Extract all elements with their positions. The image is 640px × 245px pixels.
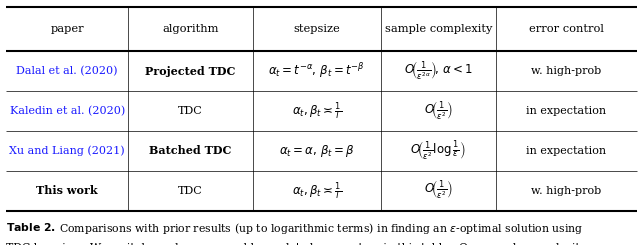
Text: $O\!\left(\frac{1}{\varepsilon^{2}}\right)$: $O\!\left(\frac{1}{\varepsilon^{2}}\righ… [424, 100, 453, 123]
Text: Xu and Liang (2021): Xu and Liang (2021) [10, 146, 125, 156]
Text: Dalal et al. (2020): Dalal et al. (2020) [17, 66, 118, 76]
Text: $\alpha_t, \beta_t \asymp \frac{1}{T}$: $\alpha_t, \beta_t \asymp \frac{1}{T}$ [292, 100, 342, 122]
Text: Kaledin et al. (2020): Kaledin et al. (2020) [10, 106, 125, 116]
Text: $\alpha_t, \beta_t \asymp \frac{1}{T}$: $\alpha_t, \beta_t \asymp \frac{1}{T}$ [292, 180, 342, 202]
Text: $\alpha_t = \alpha,\, \beta_t = \beta$: $\alpha_t = \alpha,\, \beta_t = \beta$ [279, 143, 355, 159]
Text: This work: This work [36, 185, 98, 196]
Text: w. high-prob: w. high-prob [531, 66, 602, 76]
Text: Projected TDC: Projected TDC [145, 66, 236, 77]
Text: $O\!\left(\frac{1}{\varepsilon^{2}} \log \frac{1}{\varepsilon}\right)$: $O\!\left(\frac{1}{\varepsilon^{2}} \log… [410, 139, 467, 162]
Text: Batched TDC: Batched TDC [149, 146, 232, 157]
Text: algorithm: algorithm [162, 24, 219, 34]
Text: in expectation: in expectation [526, 106, 607, 116]
Text: $\bf{Table\ 2.}$: $\bf{Table\ 2.}$ [6, 220, 56, 233]
Text: TDC learning.  We omit dependence on problem-related parameters in this table.  : TDC learning. We omit dependence on prob… [6, 243, 586, 245]
Text: Comparisons with prior results (up to logarithmic terms) in finding an $\varepsi: Comparisons with prior results (up to lo… [59, 220, 584, 235]
Text: $O\!\left(\frac{1}{\varepsilon^{2}}\right)$: $O\!\left(\frac{1}{\varepsilon^{2}}\righ… [424, 179, 453, 202]
Text: TDC: TDC [178, 106, 203, 116]
Text: stepsize: stepsize [293, 24, 340, 34]
Text: $\alpha_t = t^{-\alpha},\, \beta_t = t^{-\beta}$: $\alpha_t = t^{-\alpha},\, \beta_t = t^{… [268, 61, 365, 81]
Text: paper: paper [51, 24, 84, 34]
Text: $O\!\left(\frac{1}{\varepsilon^{2\alpha}}\right)\!,\, \alpha < 1$: $O\!\left(\frac{1}{\varepsilon^{2\alpha}… [404, 60, 473, 83]
Text: TDC: TDC [178, 186, 203, 196]
Text: in expectation: in expectation [526, 146, 607, 156]
Text: w. high-prob: w. high-prob [531, 186, 602, 196]
Text: sample complexity: sample complexity [385, 24, 492, 34]
Text: error control: error control [529, 24, 604, 34]
